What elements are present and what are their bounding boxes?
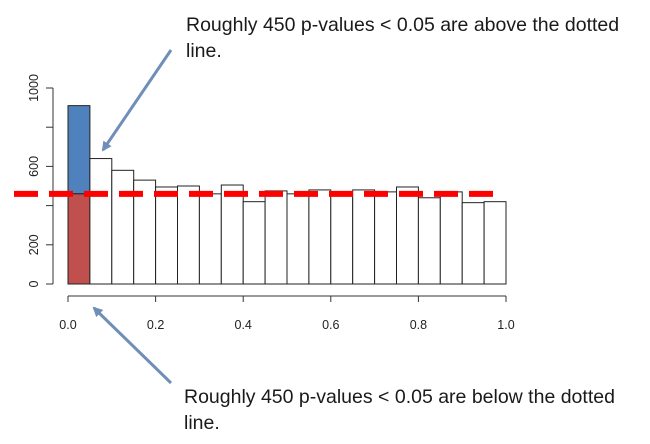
histogram-bar bbox=[198, 193, 222, 285]
annotation-arrows bbox=[92, 49, 173, 385]
histogram-bar bbox=[89, 158, 113, 285]
histogram-bar bbox=[352, 189, 376, 285]
x-tick-label: 0.4 bbox=[235, 318, 252, 332]
histogram-bar bbox=[264, 190, 288, 285]
y-tick-label: 1000 bbox=[27, 74, 41, 102]
histogram-bar bbox=[439, 191, 463, 285]
y-tick-label: 0 bbox=[27, 280, 41, 287]
y-tick-label: 200 bbox=[27, 234, 41, 255]
histogram-bar bbox=[155, 186, 179, 285]
x-tick-label: 0.2 bbox=[147, 318, 164, 332]
histogram-bar bbox=[483, 201, 507, 285]
histogram-bar bbox=[111, 169, 135, 285]
histogram-bar bbox=[308, 189, 332, 285]
histogram-bar bbox=[396, 186, 419, 285]
histogram-bar bbox=[220, 184, 244, 285]
histogram-bar bbox=[242, 201, 266, 285]
histogram-bar-below bbox=[67, 193, 91, 285]
annotation-above: Roughly 450 p-values < 0.05 are above th… bbox=[186, 14, 620, 62]
axes: 0.0 0.2 0.4 0.6 0.8 1.0 0 200 600 1000 bbox=[27, 74, 515, 332]
x-tick-label: 1.0 bbox=[497, 318, 514, 332]
histogram-bar bbox=[417, 197, 441, 285]
arrow-to-above bbox=[101, 49, 173, 152]
histogram-bar bbox=[374, 191, 398, 285]
histogram-bar bbox=[330, 191, 354, 285]
annotation-below: Roughly 450 p-values < 0.05 are below th… bbox=[184, 386, 615, 434]
histogram-bar-above bbox=[67, 105, 91, 195]
histogram-bars bbox=[67, 105, 507, 285]
histogram-bar bbox=[461, 202, 485, 285]
histogram-bar bbox=[177, 185, 200, 285]
arrow-to-below bbox=[92, 306, 173, 385]
x-tick-label: 0.6 bbox=[322, 318, 339, 332]
histogram-bar bbox=[286, 193, 310, 285]
y-tick-label: 600 bbox=[27, 156, 41, 177]
x-tick-label: 0.0 bbox=[59, 318, 76, 332]
x-tick-label: 0.8 bbox=[410, 318, 427, 332]
